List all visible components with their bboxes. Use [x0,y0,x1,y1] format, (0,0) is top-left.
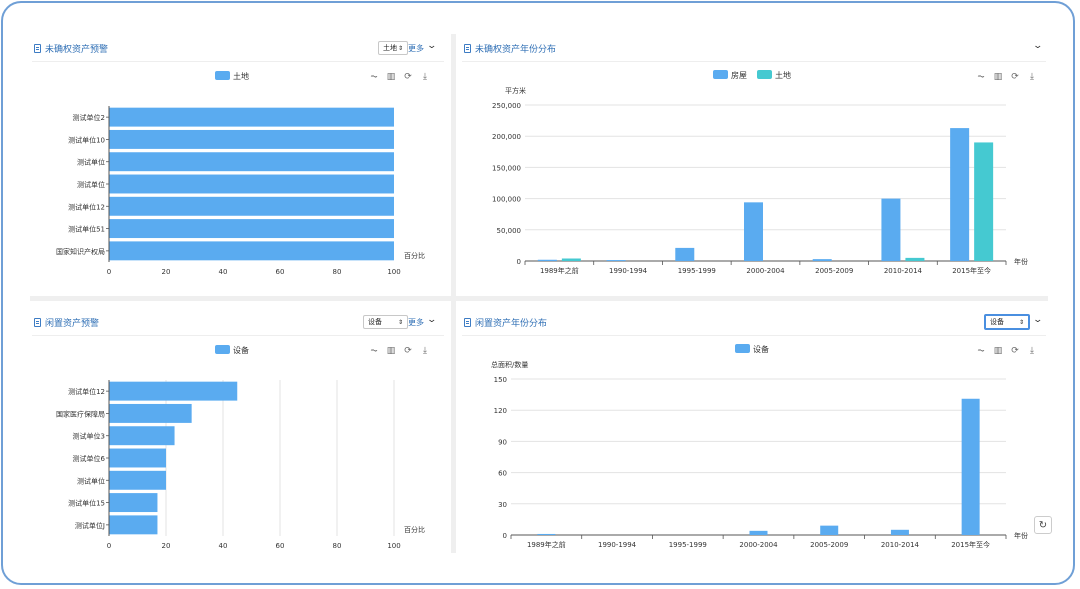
select-arrows-icon: ⇕ [1018,318,1024,326]
chart-toolbox: ⏦ ▥ ⟳ ⤓ [976,72,1037,82]
chevron-down-icon[interactable]: ⌄ [426,315,438,325]
download-icon[interactable]: ⤓ [1030,346,1034,356]
chevron-down-icon[interactable]: ⌄ [1032,41,1044,51]
chevron-down-icon[interactable]: ⌄ [426,41,438,51]
section-divider-vertical [451,34,456,553]
document-icon [34,44,41,53]
document-icon [464,318,471,327]
panel-idle-assets-warning: 闲置资产预警 设备 ⇕ 更多 ⌄ ⏦ ▥ ⟳ ⤓ [28,306,448,554]
asset-type-select[interactable]: 土地 ⇕ [378,41,408,55]
download-icon[interactable]: ⤓ [1030,72,1034,82]
document-icon [464,44,471,53]
asset-type-select[interactable]: 设备 ⇕ [984,314,1030,330]
section-divider-horizontal [30,296,1048,301]
title-underline [462,61,1046,62]
download-icon[interactable]: ⤓ [423,72,427,82]
title-underline [462,335,1046,336]
line-chart-icon[interactable]: ⏦ [977,346,985,356]
panel-title: 闲置资产年份分布 [475,319,548,329]
select-arrows-icon: ⇕ [397,44,403,52]
select-value: 土地 [383,44,397,52]
chart-toolbox: ⏦ ▥ ⟳ ⤓ [976,346,1037,356]
bar-chart-icon[interactable]: ▥ [386,72,396,82]
select-value: 设备 [368,318,382,326]
more-link[interactable]: 更多 [408,318,424,327]
refresh-icon[interactable]: ⟳ [1011,346,1019,356]
select-arrows-icon: ⇕ [397,318,403,326]
asset-type-select[interactable]: 设备 ⇕ [363,315,408,329]
chart-toolbox: ⏦ ▥ ⟳ ⤓ [369,72,430,82]
select-value: 设备 [990,318,1004,326]
refresh-icon[interactable]: ⟳ [404,72,412,82]
line-chart-icon[interactable]: ⏦ [370,72,378,82]
refresh-icon: ↻ [1038,519,1048,531]
refresh-side-button[interactable]: ↻ [1034,516,1052,534]
document-icon [34,318,41,327]
panel-idle-assets-by-year: 闲置资产年份分布 设备 ⇕ ⌄ ⏦ ▥ ⟳ ⤓ [458,306,1050,554]
chart-toolbox: ⏦ ▥ ⟳ ⤓ [369,346,430,356]
panel-title: 闲置资产预警 [45,319,100,329]
bar-chart-icon[interactable]: ▥ [386,346,396,356]
bar-chart-icon[interactable]: ▥ [993,72,1003,82]
panel-unconfirmed-assets-by-year: 未确权资产年份分布 ⌄ ⏦ ▥ ⟳ ⤓ [458,32,1050,294]
title-underline [32,335,444,336]
refresh-icon[interactable]: ⟳ [404,346,412,356]
panel-title: 未确权资产年份分布 [475,45,557,55]
refresh-icon[interactable]: ⟳ [1011,72,1019,82]
chevron-down-icon[interactable]: ⌄ [1032,315,1044,325]
line-chart-icon[interactable]: ⏦ [370,346,378,356]
line-chart-icon[interactable]: ⏦ [977,72,985,82]
title-underline [32,61,444,62]
download-icon[interactable]: ⤓ [423,346,427,356]
more-link[interactable]: 更多 [408,44,424,53]
panel-title: 未确权资产预警 [45,45,109,55]
panel-unconfirmed-assets-warning: 未确权资产预警 土地 ⇕ 更多 ⌄ ⏦ ▥ ⟳ ⤓ [28,32,448,294]
bar-chart-icon[interactable]: ▥ [993,346,1003,356]
